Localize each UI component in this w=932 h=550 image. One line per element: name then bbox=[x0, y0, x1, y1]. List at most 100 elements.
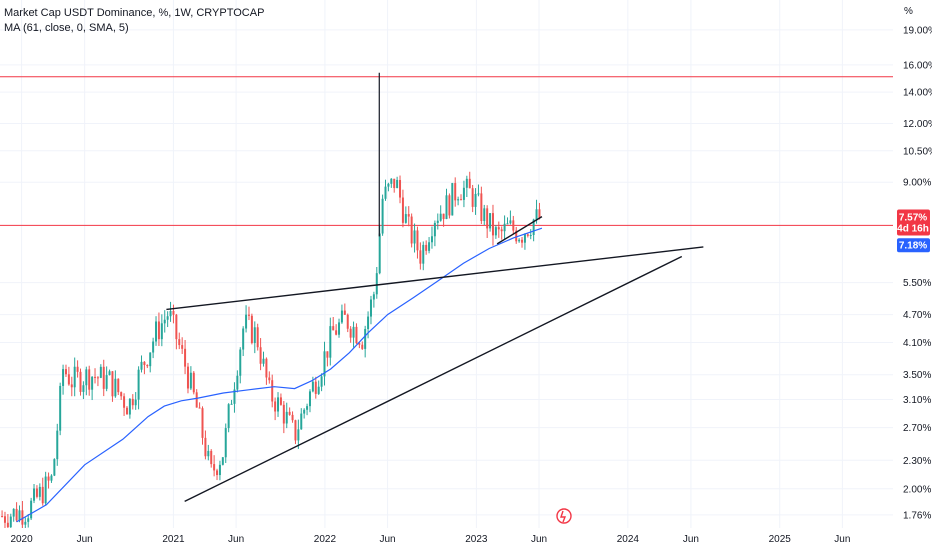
candle-body bbox=[137, 369, 140, 400]
candle-body bbox=[189, 372, 192, 389]
candle-body bbox=[99, 366, 102, 378]
candle-body bbox=[181, 345, 184, 349]
candle-body bbox=[56, 430, 59, 460]
candle-body bbox=[24, 521, 27, 525]
candle-body bbox=[387, 183, 390, 187]
chart-grid bbox=[0, 0, 893, 528]
chart-legend: Market Cap USDT Dominance, %, 1W, CRYPTO… bbox=[4, 6, 264, 36]
candle-body bbox=[27, 518, 30, 522]
candles bbox=[1, 72, 541, 536]
candle-body bbox=[523, 234, 526, 243]
candle-body bbox=[204, 437, 207, 457]
candle-body bbox=[33, 488, 36, 501]
candle-body bbox=[62, 369, 65, 386]
candle-body bbox=[416, 230, 419, 251]
candle-body bbox=[399, 179, 402, 198]
candle-body bbox=[233, 389, 236, 404]
candle-body bbox=[59, 385, 62, 431]
candle-body bbox=[518, 239, 521, 242]
candle-body bbox=[465, 178, 468, 188]
candle-body bbox=[335, 330, 338, 335]
candle-body bbox=[247, 314, 250, 316]
candle-body bbox=[489, 213, 492, 229]
time-axis-background bbox=[0, 528, 932, 550]
time-tick-label: Jun bbox=[683, 534, 699, 545]
candle-body bbox=[303, 409, 306, 414]
candle-body bbox=[308, 391, 311, 407]
candle-body bbox=[338, 322, 341, 335]
candle-body bbox=[91, 376, 94, 390]
candle-body bbox=[483, 208, 486, 221]
price-tick-label: 19.00% bbox=[903, 25, 932, 36]
time-tick-label: 2023 bbox=[465, 534, 488, 545]
candle-body bbox=[526, 234, 529, 236]
candle-body bbox=[131, 398, 134, 406]
candle-body bbox=[515, 230, 518, 242]
indicator-label[interactable]: MA (61, close, 0, SMA, 5) bbox=[4, 22, 129, 34]
candle-body bbox=[279, 397, 282, 405]
price-tick-label: 12.00% bbox=[903, 119, 932, 130]
candle-body bbox=[218, 464, 221, 476]
candle-body bbox=[521, 239, 524, 243]
candle-body bbox=[245, 314, 248, 329]
candle-body bbox=[471, 188, 474, 207]
candle-body bbox=[82, 385, 85, 392]
candle-body bbox=[64, 369, 67, 375]
candle-body bbox=[538, 209, 541, 219]
candle-body bbox=[306, 406, 309, 410]
candle-body bbox=[422, 244, 425, 264]
price-tick-label: 16.00% bbox=[903, 60, 932, 71]
candle-body bbox=[94, 376, 97, 378]
candle-body bbox=[532, 219, 535, 236]
candle-body bbox=[460, 199, 463, 201]
candle-body bbox=[198, 407, 201, 409]
tradingview-logo-icon[interactable] bbox=[556, 508, 572, 524]
countdown-label: 4d 16h bbox=[897, 223, 929, 234]
candle-body bbox=[163, 319, 166, 324]
candle-body bbox=[300, 413, 303, 430]
candle-body bbox=[396, 179, 399, 189]
candle-body bbox=[413, 230, 416, 244]
symbol-title[interactable]: Market Cap USDT Dominance, %, 1W, CRYPTO… bbox=[4, 7, 265, 19]
candle-body bbox=[30, 500, 33, 519]
candle-body bbox=[378, 233, 381, 274]
price-axis[interactable]: % 19.00% 16.00% 14.00% 12.00% 10.50% 9.00% 5.50… bbox=[893, 0, 932, 550]
candle-body bbox=[242, 328, 245, 350]
candle-body bbox=[430, 236, 433, 243]
trend-line bbox=[184, 255, 683, 503]
candle-body bbox=[451, 183, 454, 216]
candle-body bbox=[227, 404, 230, 429]
time-tick-label: 2025 bbox=[769, 534, 792, 545]
logo-bolt bbox=[560, 510, 567, 523]
candle-body bbox=[457, 199, 460, 201]
candle-body bbox=[282, 404, 285, 424]
candle-body bbox=[157, 321, 160, 340]
price-tick-label: 5.50% bbox=[903, 278, 931, 289]
candle-body bbox=[384, 186, 387, 199]
time-tick-label: Jun bbox=[531, 534, 547, 545]
candle-body bbox=[285, 411, 288, 424]
time-axis[interactable]: 2020 Jun 2021 Jun 2022 Jun 2023 Jun 2024 Jun 2025 J… bbox=[0, 528, 932, 550]
candle-body bbox=[9, 516, 12, 528]
candle-body bbox=[169, 310, 172, 317]
candle-body bbox=[367, 316, 370, 329]
candle-body bbox=[6, 522, 9, 528]
candle-body bbox=[18, 510, 21, 521]
candle-body bbox=[448, 195, 451, 216]
candle-body bbox=[166, 316, 169, 320]
price-tick-label: 9.00% bbox=[903, 178, 931, 189]
candle-body bbox=[509, 220, 512, 224]
candle-body bbox=[294, 420, 297, 441]
candle-body bbox=[314, 381, 317, 394]
candle-body bbox=[445, 195, 448, 220]
candle-body bbox=[358, 343, 361, 345]
candle-body bbox=[146, 364, 149, 367]
candle-body bbox=[41, 486, 44, 504]
candle-body bbox=[332, 326, 335, 331]
ma-value-label: 7.18% bbox=[899, 241, 927, 252]
candle-body bbox=[442, 213, 445, 220]
candle-body bbox=[407, 214, 410, 217]
candle-body bbox=[468, 178, 471, 189]
candle-body bbox=[262, 358, 265, 364]
